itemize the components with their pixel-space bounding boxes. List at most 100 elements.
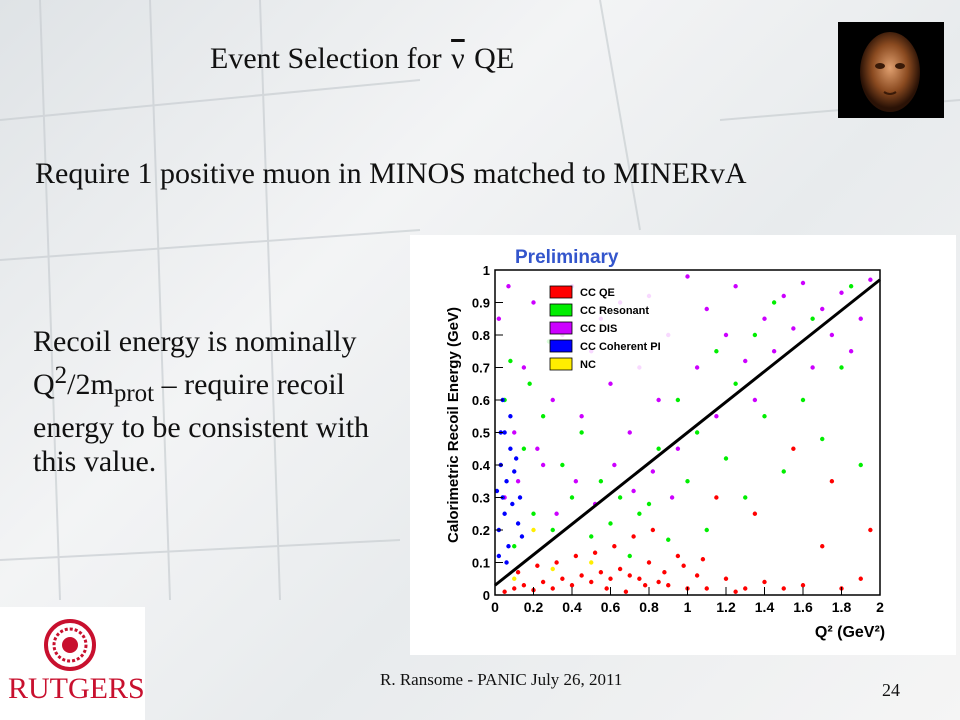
point-cc-dis-48: [496, 316, 502, 321]
rutgers-logo: [0, 607, 145, 720]
recoil-energy-text: Recoil energy is nominally Q2/2mprot – r…: [33, 325, 403, 479]
legend-label-4: NC: [580, 359, 596, 371]
point-cc-dis-2: [521, 365, 527, 370]
legend-label-3: CC Coherent PI: [580, 341, 661, 353]
point-cc-resonant-1: [531, 511, 536, 516]
point-cc-dis-5: [550, 397, 555, 403]
recoil-text-c: – require recoil energy to be consistent…: [33, 368, 370, 478]
point-cc-dis-34: [829, 332, 835, 338]
y-tick-label-3: 0.3: [472, 491, 490, 506]
point-cc-qe-12: [617, 566, 623, 572]
point-cc-qe-22: [723, 576, 729, 581]
point-cc-coherent-pi-16: [513, 456, 519, 461]
logo-wordmark: RUTGERS: [8, 672, 145, 705]
point-cc-dis-46: [650, 469, 656, 474]
y-tick-label-8: 0.8: [472, 328, 490, 343]
point-cc-qe-23: [743, 586, 748, 591]
rutgers-seal-icon: [44, 619, 96, 671]
point-cc-resonant-13: [762, 414, 767, 419]
x-tick-label-7: 1.4: [755, 599, 775, 615]
point-cc-resonant-20: [540, 414, 546, 419]
point-nc-2: [589, 560, 594, 565]
point-cc-coherent-pi-19: [494, 488, 500, 494]
x-tick-label-4: 0.8: [639, 599, 659, 615]
x-tick-label-5: 1: [684, 599, 692, 615]
point-cc-dis-36: [848, 349, 854, 354]
point-cc-resonant-31: [752, 332, 758, 338]
y-tick-label-6: 0.6: [472, 393, 490, 408]
point-cc-dis-40: [535, 446, 540, 451]
y-tick-label-2: 0.2: [472, 523, 490, 538]
point-nc-3: [531, 527, 536, 533]
point-cc-qe-42: [868, 527, 873, 533]
y-tick-label-7: 0.7: [472, 361, 490, 376]
point-cc-resonant-5: [608, 521, 613, 526]
point-cc-qe-43: [604, 586, 609, 591]
point-cc-dis-31: [800, 280, 806, 286]
point-cc-coherent-pi-9: [512, 469, 517, 474]
point-cc-dis-30: [791, 326, 796, 331]
point-cc-dis-25: [743, 358, 748, 364]
point-cc-coherent-pi-14: [502, 430, 507, 435]
y-tick-label-9: 0.9: [472, 296, 490, 311]
point-cc-resonant-19: [521, 446, 527, 451]
point-cc-qe-25: [781, 586, 786, 591]
point-cc-resonant-16: [820, 436, 825, 442]
point-cc-resonant-34: [848, 284, 854, 289]
point-cc-resonant-24: [617, 495, 623, 500]
y-tick-label-1: 0.1: [472, 556, 490, 571]
point-cc-qe-36: [631, 534, 636, 539]
point-cc-qe-16: [656, 579, 661, 585]
point-cc-dis-27: [762, 316, 767, 321]
point-cc-coherent-pi-3: [502, 511, 507, 516]
slide-title: Event Selection for ν QE: [210, 42, 514, 76]
x-tick-label-8: 1.6: [793, 599, 813, 615]
legend-swatch-1: [549, 303, 573, 317]
point-cc-resonant-17: [839, 365, 844, 370]
point-cc-qe-5: [550, 586, 555, 591]
point-cc-qe-38: [714, 495, 719, 500]
point-cc-qe-6: [560, 576, 565, 581]
point-cc-resonant-7: [646, 501, 652, 507]
point-cc-dis-35: [839, 290, 844, 295]
chart-legend: CC QE CC Resonant CC DIS CC Coherent PI NC: [544, 282, 694, 378]
point-cc-resonant-14: [781, 469, 786, 474]
point-cc-qe-26: [800, 583, 806, 588]
point-cc-qe-48: [700, 557, 706, 562]
y-tick-label-4: 0.4: [472, 458, 491, 473]
point-cc-qe-24: [762, 579, 767, 585]
point-cc-resonant-0: [512, 544, 517, 549]
point-cc-dis-26: [752, 397, 758, 403]
point-cc-qe-14: [637, 576, 642, 581]
point-cc-resonant-26: [656, 446, 661, 451]
point-cc-coherent-pi-7: [506, 544, 511, 549]
data-points: [494, 274, 873, 594]
point-cc-dis-42: [573, 479, 579, 484]
point-cc-qe-13: [627, 573, 632, 578]
point-cc-dis-29: [781, 293, 786, 299]
point-cc-resonant-33: [810, 316, 815, 321]
point-cc-resonant-22: [579, 430, 584, 435]
point-cc-resonant-25: [637, 511, 642, 516]
point-cc-resonant-6: [627, 553, 632, 559]
x-tick-label-1: 0.2: [524, 599, 544, 615]
point-cc-dis-4: [540, 462, 546, 468]
point-cc-qe-9: [589, 579, 594, 585]
point-cc-qe-31: [535, 563, 540, 568]
point-cc-qe-30: [515, 570, 521, 575]
point-cc-qe-21: [704, 586, 709, 591]
point-cc-dis-20: [694, 365, 700, 370]
point-cc-dis-38: [868, 277, 873, 282]
point-cc-coherent-pi-12: [504, 560, 509, 565]
point-cc-resonant-11: [723, 456, 729, 461]
point-cc-resonant-18: [858, 462, 863, 468]
point-cc-dis-18: [675, 446, 681, 451]
point-cc-qe-45: [642, 583, 648, 588]
point-cc-coherent-pi-15: [508, 414, 513, 419]
point-cc-resonant-21: [560, 462, 565, 468]
point-cc-resonant-37: [527, 381, 532, 386]
point-cc-resonant-29: [714, 349, 719, 354]
chart-panel: Preliminary Calorimetric Recoil Energy (…: [410, 235, 956, 655]
point-cc-resonant-8: [666, 537, 671, 542]
